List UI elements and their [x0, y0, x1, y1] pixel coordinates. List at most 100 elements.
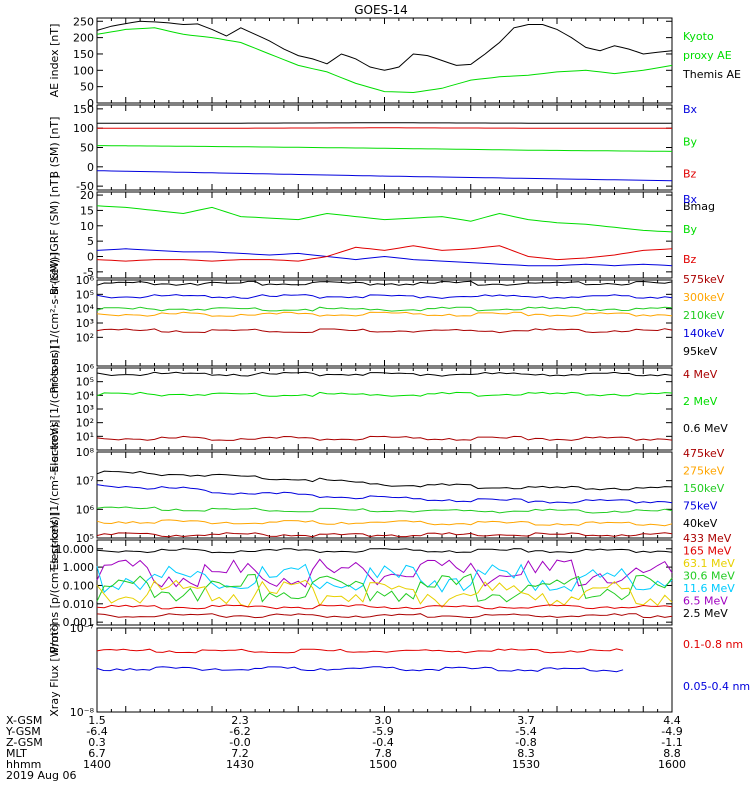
legend-entry: 2 MeV	[683, 395, 718, 408]
series-300keV	[96, 311, 673, 317]
y-tick-label: 10⁸	[76, 446, 95, 459]
chart-title: GOES-14	[354, 3, 408, 17]
legend-entry: By	[683, 223, 698, 236]
orbit-value: 3.7	[517, 714, 535, 727]
series-Bz	[96, 245, 673, 262]
y-axis-label: AE index [nT]	[48, 24, 61, 98]
legend-entry: 63.1 MeV	[683, 557, 735, 570]
series-140keV	[96, 294, 673, 299]
panel-frame	[96, 451, 673, 539]
orbit-row-label: 2019 Aug 06	[6, 769, 76, 782]
series-0-05-0-4-nm	[96, 666, 624, 673]
y-axis-label: Electrons [1/(cm²-s-sr-keV)]	[48, 420, 61, 571]
orbit-value: -1.1	[661, 736, 682, 749]
series-165-MeV	[96, 604, 673, 610]
panel-frame	[96, 191, 673, 279]
legend-entry: 6.5 MeV	[683, 595, 728, 608]
y-tick-label: 0	[87, 161, 94, 174]
orbit-row-label: X-GSM	[6, 714, 42, 727]
y-tick-label: 5	[87, 235, 94, 248]
y-tick-label: 0	[87, 97, 94, 110]
y-tick-label: 10³	[76, 317, 94, 330]
y-tick-label: 0	[87, 251, 94, 264]
legend-entry: proxy AE	[683, 49, 732, 62]
legend-entry: 165 MeV	[683, 545, 732, 558]
legend-entry: 30.6 MeV	[683, 570, 735, 583]
series-75keV	[96, 484, 673, 504]
orbit-value: -4.9	[661, 725, 682, 738]
legend-entry: Kyoto	[683, 30, 714, 43]
orbit-value: -5.4	[515, 725, 536, 738]
y-tick-label: 10⁶	[76, 362, 95, 375]
legend-entry: 0.6 MeV	[683, 422, 728, 435]
orbit-value: 8.8	[663, 747, 681, 760]
y-tick-label: 10⁵	[76, 532, 94, 545]
panel-5: 10⁵ 10⁶ 10⁷ 10⁸ Electrons [1/(cm²-s-sr-keV)]…	[48, 420, 725, 571]
series-6-5-MeV	[96, 558, 673, 588]
series-By	[96, 205, 673, 233]
legend-entry: 575keV	[683, 273, 725, 286]
series-95keV	[96, 280, 673, 286]
y-tick-label: -50	[76, 180, 94, 193]
orbit-value: -6.2	[229, 725, 250, 738]
legend-entry: 150keV	[683, 482, 725, 495]
y-axis-label: B (SM)-IGRF (SM) [nT]	[48, 175, 61, 295]
orbit-value: 8.3	[517, 747, 535, 760]
orbit-row-label: Z-GSM	[6, 736, 43, 749]
y-tick-label: 10³	[76, 403, 94, 416]
series-Bx	[97, 145, 673, 152]
y-tick-label: 10⁵	[76, 376, 94, 389]
orbit-value: -6.4	[86, 725, 107, 738]
legend-entry: 275keV	[683, 465, 725, 478]
legend-entry: 0.05-0.4 nm	[683, 680, 750, 693]
series-Bz	[96, 170, 673, 182]
y-tick-label: 15	[80, 204, 94, 217]
panel-0: 0 50 100 150 200 250 AE index [nT] Kyoto proxy A…	[48, 15, 741, 110]
legend-entry: 40keV	[683, 517, 718, 530]
series-40keV	[96, 470, 673, 491]
panel-frame	[96, 104, 673, 191]
legend-entry: 4 MeV	[683, 368, 718, 381]
panel-frame	[96, 279, 673, 367]
legend-entry: 11.6 MeV	[683, 582, 735, 595]
legend-entry: Bz	[683, 168, 697, 181]
orbit-value: -0.4	[372, 736, 393, 749]
orbit-value: 6.7	[88, 747, 106, 760]
orbit-value: 7.2	[231, 747, 249, 760]
y-tick-label: 10⁶	[76, 503, 95, 516]
series-4-MeV	[96, 435, 673, 441]
panel-7: 10⁻⁸ 10⁻⁷ Xray Flux [W/m²] 0.1-0.8 nm 0.05-0…	[48, 622, 750, 719]
orbit-value: 1400	[83, 758, 111, 771]
y-tick-label: 50	[80, 81, 94, 94]
legend-entry: Bmag	[683, 200, 715, 213]
legend-entry: 300keV	[683, 291, 725, 304]
panel-1: -50 0 50 100 150 B (SM) [nT] Bx By Bz Bmag	[48, 103, 715, 213]
legend-entry: 140keV	[683, 327, 725, 340]
legend-entry: Bz	[683, 253, 697, 266]
legend-entry: 433 MeV	[683, 532, 732, 545]
y-tick-label: 10⁵	[76, 288, 94, 301]
orbit-value: 1530	[512, 758, 540, 771]
y-tick-label: 10⁻⁷	[70, 622, 94, 635]
legend-entry: 475keV	[683, 447, 725, 460]
orbit-value: -5.9	[372, 725, 393, 738]
panel-frame	[96, 367, 673, 451]
series-30-6-MeV	[96, 573, 673, 603]
series-0-1-0-8-nm	[96, 648, 624, 654]
y-tick-label: 10²	[76, 331, 94, 344]
legend-entry: 210keV	[683, 309, 725, 322]
orbit-value: 7.8	[374, 747, 392, 760]
y-tick-label: 10.000	[56, 543, 95, 556]
orbit-value: 1500	[369, 758, 397, 771]
series-2-5-MeV	[96, 548, 673, 554]
orbit-row-label: MLT	[6, 747, 27, 760]
orbit-row-label: Y-GSM	[5, 725, 41, 738]
orbit-value: -0.0	[229, 736, 250, 749]
y-tick-label: 10²	[76, 417, 94, 430]
series-2-MeV	[96, 391, 673, 397]
y-tick-label: 100	[73, 122, 94, 135]
series-575keV	[96, 328, 673, 334]
